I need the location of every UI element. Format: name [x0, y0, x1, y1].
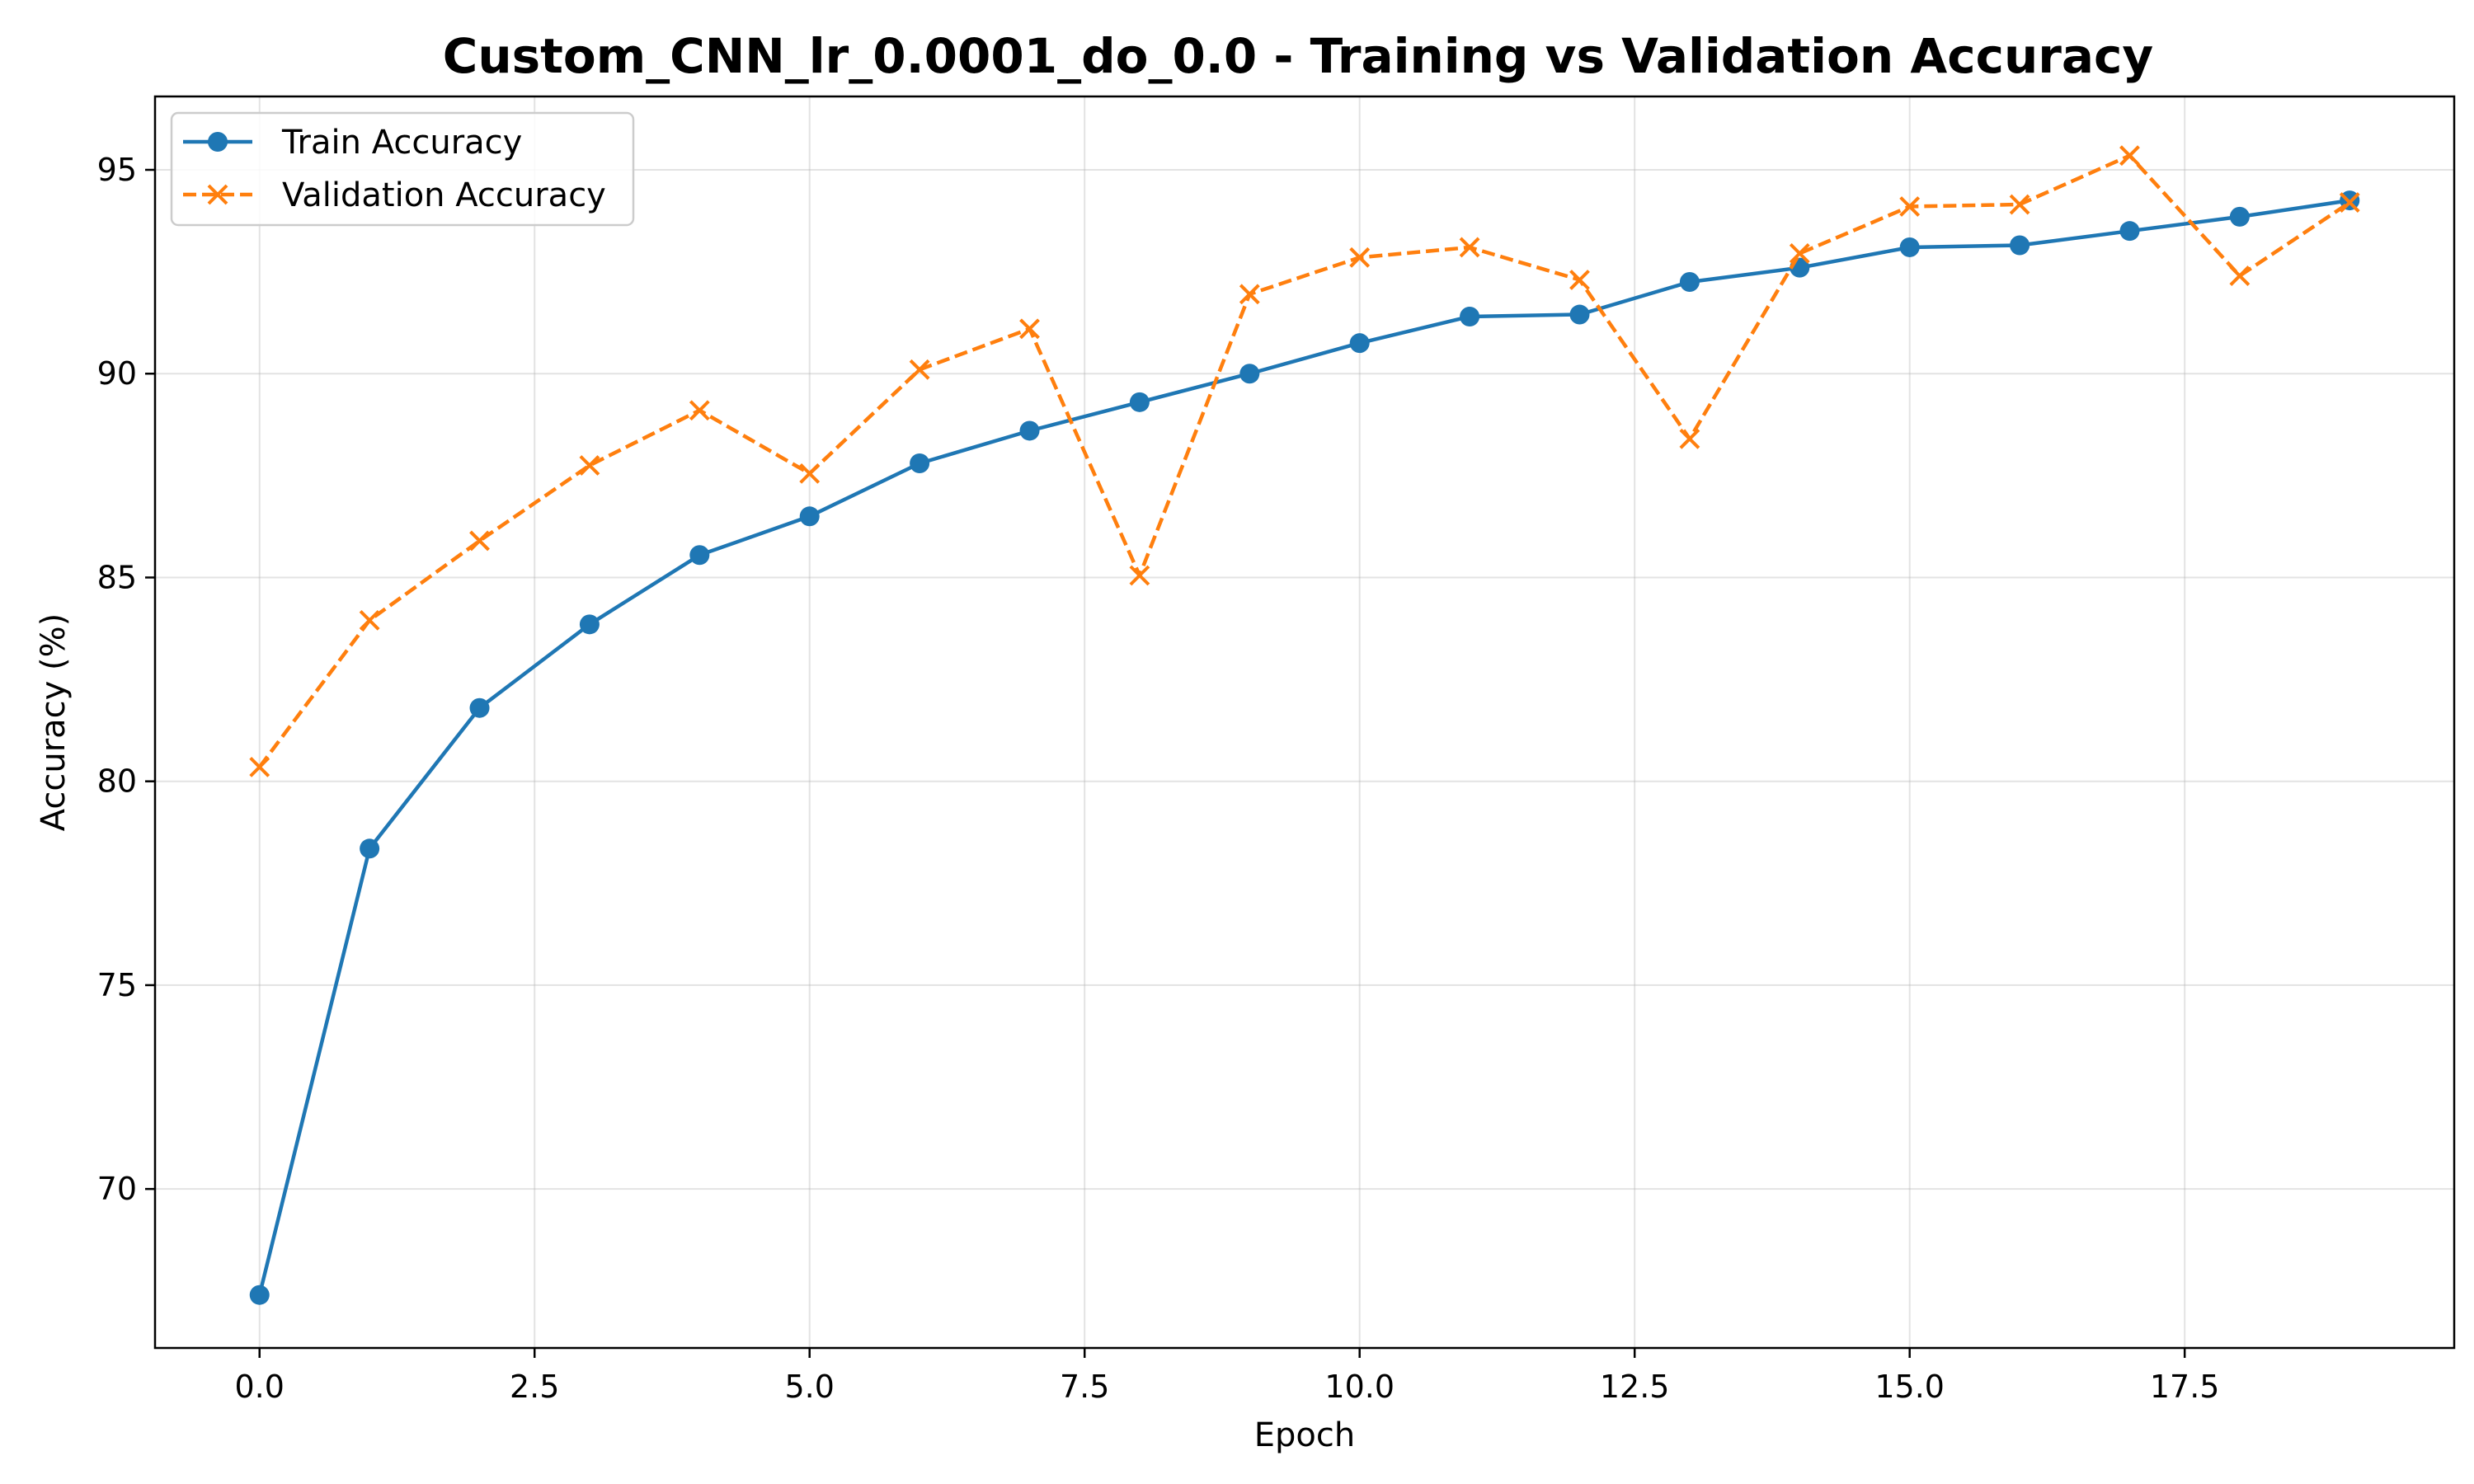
series-layer: [249, 145, 2360, 1305]
train-point: [579, 614, 600, 635]
train-point: [2119, 221, 2140, 242]
train-point: [2229, 206, 2250, 227]
validation-point: [1129, 565, 1150, 586]
plot-frame: [153, 95, 2456, 1350]
grid: [155, 96, 2454, 1348]
x-axis-label: Epoch: [1254, 1416, 1355, 1454]
series-line-validation: [257, 153, 2351, 768]
legend-train-marker: [208, 132, 228, 152]
x-tick-label: 12.5: [1600, 1369, 1670, 1405]
train-point: [1460, 307, 1480, 327]
train-point: [910, 453, 930, 474]
train-point: [1239, 364, 1260, 384]
train-point: [2010, 235, 2030, 256]
x-tick-label: 10.0: [1324, 1369, 1395, 1405]
validation-point: [249, 756, 270, 777]
train-point: [469, 697, 490, 718]
train-point: [689, 545, 710, 566]
train-point: [360, 838, 380, 859]
x-tick-label: 7.5: [1060, 1369, 1109, 1405]
y-tick-label: 90: [97, 355, 137, 392]
y-tick-label: 85: [97, 559, 137, 595]
series-line-train: [257, 198, 2350, 1296]
validation-point: [1459, 237, 1480, 258]
legend-val-label: Validation Accuracy: [282, 176, 606, 214]
train-point: [1679, 271, 1700, 292]
legend: Train Accuracy Validation Accuracy: [170, 111, 635, 227]
y-tick-label: 80: [97, 763, 137, 800]
validation-point: [1899, 196, 1921, 217]
y-tick-label: 75: [97, 967, 137, 1003]
x-tick-label: 17.5: [2150, 1369, 2220, 1405]
y-tick-label: 95: [97, 152, 137, 188]
x-tick-label: 2.5: [510, 1369, 559, 1405]
validation-point: [359, 609, 380, 631]
train-point: [1569, 304, 1590, 325]
validation-point: [1239, 284, 1260, 305]
train-point: [249, 1284, 270, 1305]
validation-point: [689, 400, 710, 421]
chart-title: Custom_CNN_lr_0.0001_do_0.0 - Training v…: [443, 28, 2154, 84]
x-axis: 0.0 2.5 5.0 7.5 10.0 12.5 15.0 17.5: [235, 1348, 2220, 1405]
validation-point: [1569, 270, 1590, 290]
legend-box: [170, 111, 635, 227]
validation-point: [2339, 192, 2360, 213]
y-tick-label: 70: [97, 1171, 137, 1207]
validation-point: [1789, 242, 1810, 264]
validation-point: [579, 455, 600, 476]
validation-point: [1679, 428, 1700, 449]
y-axis: 70 75 80 85 90 95: [97, 152, 155, 1207]
validation-point: [799, 463, 821, 484]
validation-point: [1019, 318, 1040, 340]
validation-point: [1349, 247, 1371, 268]
x-tick-label: 0.0: [235, 1369, 285, 1405]
validation-point: [2009, 194, 2030, 215]
x-tick-label: 15.0: [1874, 1369, 1945, 1405]
legend-train-label: Train Accuracy: [281, 124, 522, 162]
train-point: [1899, 237, 1920, 257]
y-axis-label: Accuracy (%): [35, 613, 73, 832]
validation-point: [469, 530, 490, 552]
validation-point: [909, 359, 930, 380]
x-tick-label: 5.0: [784, 1369, 834, 1405]
validation-point: [2229, 265, 2251, 286]
legend-val-marker: [207, 184, 228, 205]
train-point: [1129, 392, 1150, 412]
train-point: [1349, 333, 1370, 354]
train-point: [1019, 420, 1040, 441]
validation-point: [2119, 145, 2140, 167]
train-point: [799, 506, 820, 527]
